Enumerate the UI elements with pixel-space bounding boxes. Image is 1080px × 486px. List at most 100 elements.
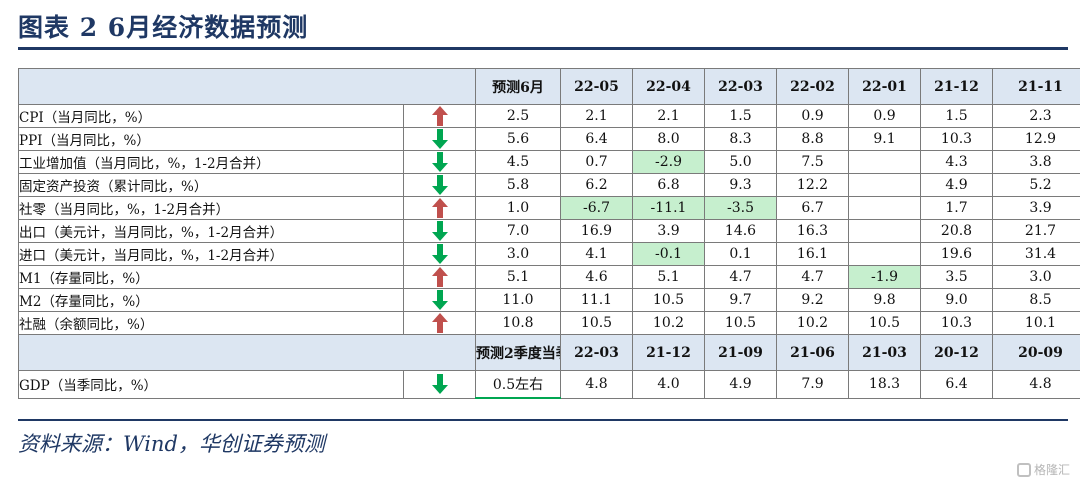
period-header: 22-02 xyxy=(776,68,849,105)
history-value: 2.1 xyxy=(632,104,705,128)
history-value: 4.3 xyxy=(920,150,993,174)
history-value: 10.2 xyxy=(632,311,705,335)
history-value xyxy=(848,150,921,174)
forecast-value: 5.1 xyxy=(475,265,561,289)
history-value: 18.3 xyxy=(848,370,921,399)
period-header: 20-12 xyxy=(920,334,993,371)
history-value: 0.9 xyxy=(776,104,849,128)
history-value: 4.9 xyxy=(920,173,993,197)
source-note: 资料来源：Wind，华创证券预测 xyxy=(18,432,325,456)
history-value: 19.6 xyxy=(920,242,993,266)
history-value: 21.7 xyxy=(992,219,1080,243)
history-value: 12.2 xyxy=(776,173,849,197)
table-row: 固定资产投资（累计同比，%） 5.8 6.2 6.8 9.3 12.2 4.9 5.2 xyxy=(18,173,1080,197)
history-value: 1.5 xyxy=(704,104,777,128)
history-value: 8.0 xyxy=(632,127,705,151)
watermark: 格隆汇 xyxy=(1016,461,1070,478)
period-header: 21-12 xyxy=(632,334,705,371)
direction-cell xyxy=(403,173,476,197)
table-row: GDP（当季同比，%） 0.5左右 4.8 4.0 4.9 7.9 18.3 6.4 4.8 xyxy=(18,370,1080,399)
direction-cell xyxy=(403,311,476,335)
history-value: 6.4 xyxy=(560,127,633,151)
indicator-label: 进口（美元计，当月同比，%，1-2月合并） xyxy=(18,242,404,266)
direction-cell xyxy=(403,150,476,174)
history-value: 20.8 xyxy=(920,219,993,243)
history-value: 9.2 xyxy=(776,288,849,312)
arrow-down-icon xyxy=(431,374,448,395)
history-value: -2.9 xyxy=(632,150,705,174)
history-value: 16.9 xyxy=(560,219,633,243)
history-value xyxy=(848,196,921,220)
history-value xyxy=(848,219,921,243)
indicator-label: CPI（当月同比，%） xyxy=(18,104,404,128)
history-value: 4.7 xyxy=(704,265,777,289)
forecast-value: 4.5 xyxy=(475,150,561,174)
history-value: 1.5 xyxy=(920,104,993,128)
history-value: -1.9 xyxy=(848,265,921,289)
direction-cell xyxy=(403,242,476,266)
table-row: 工业增加值（当月同比，%，1-2月合并） 4.5 0.7 -2.9 5.0 7.5 4.3 3… xyxy=(18,150,1080,174)
history-value: 6.7 xyxy=(776,196,849,220)
table-row: CPI（当月同比，%） 2.5 2.1 2.1 1.5 0.9 0.9 1.5 2.3 xyxy=(18,104,1080,128)
history-value: 10.5 xyxy=(560,311,633,335)
forecast-value: 10.8 xyxy=(475,311,561,335)
direction-cell xyxy=(403,104,476,128)
history-value: 4.8 xyxy=(560,370,633,399)
history-value: 10.2 xyxy=(776,311,849,335)
indicator-label: PPI（当月同比，%） xyxy=(18,127,404,151)
arrow-down-icon xyxy=(431,221,448,241)
history-value: 5.1 xyxy=(632,265,705,289)
arrow-up-icon xyxy=(431,106,448,126)
history-value: 7.5 xyxy=(776,150,849,174)
history-value: -6.7 xyxy=(560,196,633,220)
forecast-value: 1.0 xyxy=(475,196,561,220)
forecast-value: 0.5左右 xyxy=(475,370,561,399)
direction-cell xyxy=(403,127,476,151)
forecast-value: 3.0 xyxy=(475,242,561,266)
watermark-text: 格隆汇 xyxy=(1033,463,1070,477)
history-value: 2.3 xyxy=(992,104,1080,128)
arrow-down-icon xyxy=(431,152,448,172)
history-value: 10.5 xyxy=(704,311,777,335)
history-value xyxy=(848,242,921,266)
indicator-label: 社零（当月同比，%，1-2月合并） xyxy=(18,196,404,220)
history-value: 10.3 xyxy=(920,311,993,335)
period-header: 21-06 xyxy=(776,334,849,371)
period-header: 21-12 xyxy=(920,68,993,105)
indicator-label: 社融（余额同比，%） xyxy=(18,311,404,335)
arrow-down-icon xyxy=(431,244,448,264)
table-row: M1（存量同比，%） 5.1 4.6 5.1 4.7 4.7 -1.9 3.5 3.0 xyxy=(18,265,1080,289)
history-value: 7.9 xyxy=(776,370,849,399)
history-value: 14.6 xyxy=(704,219,777,243)
history-value: 9.8 xyxy=(848,288,921,312)
history-value: 6.8 xyxy=(632,173,705,197)
history-value: 11.1 xyxy=(560,288,633,312)
history-value: 4.1 xyxy=(560,242,633,266)
monthly-header-row: 预测6月 22-05 22-04 22-03 22-02 22-01 21-12 21-11 xyxy=(18,68,1080,105)
indicator-label: M1（存量同比，%） xyxy=(18,265,404,289)
history-value: 3.5 xyxy=(920,265,993,289)
forecast-value: 5.8 xyxy=(475,173,561,197)
history-value xyxy=(848,173,921,197)
direction-cell xyxy=(403,219,476,243)
history-value: 3.9 xyxy=(992,196,1080,220)
history-value: -11.1 xyxy=(632,196,705,220)
history-value: 6.4 xyxy=(920,370,993,399)
history-value: 16.3 xyxy=(776,219,849,243)
history-value: 3.8 xyxy=(992,150,1080,174)
table-row: 社融（余额同比，%） 10.8 10.5 10.2 10.5 10.2 10.5 10.3 10… xyxy=(18,311,1080,335)
period-header: 20-09 xyxy=(992,334,1080,371)
history-value: 2.1 xyxy=(560,104,633,128)
history-value: 4.9 xyxy=(704,370,777,399)
table-row: PPI（当月同比，%） 5.6 6.4 8.0 8.3 8.8 9.1 10.3 12.9 xyxy=(18,127,1080,151)
table-row: M2（存量同比，%） 11.0 11.1 10.5 9.7 9.2 9.8 9.0 8.5 xyxy=(18,288,1080,312)
figure-title: 图表 2 6月经济数据预测 xyxy=(18,13,309,42)
direction-cell xyxy=(403,370,476,399)
period-header: 22-05 xyxy=(560,68,633,105)
watermark-logo-icon xyxy=(1016,462,1031,477)
table-row: 进口（美元计，当月同比，%，1-2月合并） 3.0 4.1 -0.1 0.1 16.1 19… xyxy=(18,242,1080,266)
period-header: 22-04 xyxy=(632,68,705,105)
history-value: 8.8 xyxy=(776,127,849,151)
history-value: 5.0 xyxy=(704,150,777,174)
quarterly-header-row: 预测2季度当季 22-03 21-12 21-09 21-06 21-03 20-12 20-… xyxy=(18,334,1080,371)
